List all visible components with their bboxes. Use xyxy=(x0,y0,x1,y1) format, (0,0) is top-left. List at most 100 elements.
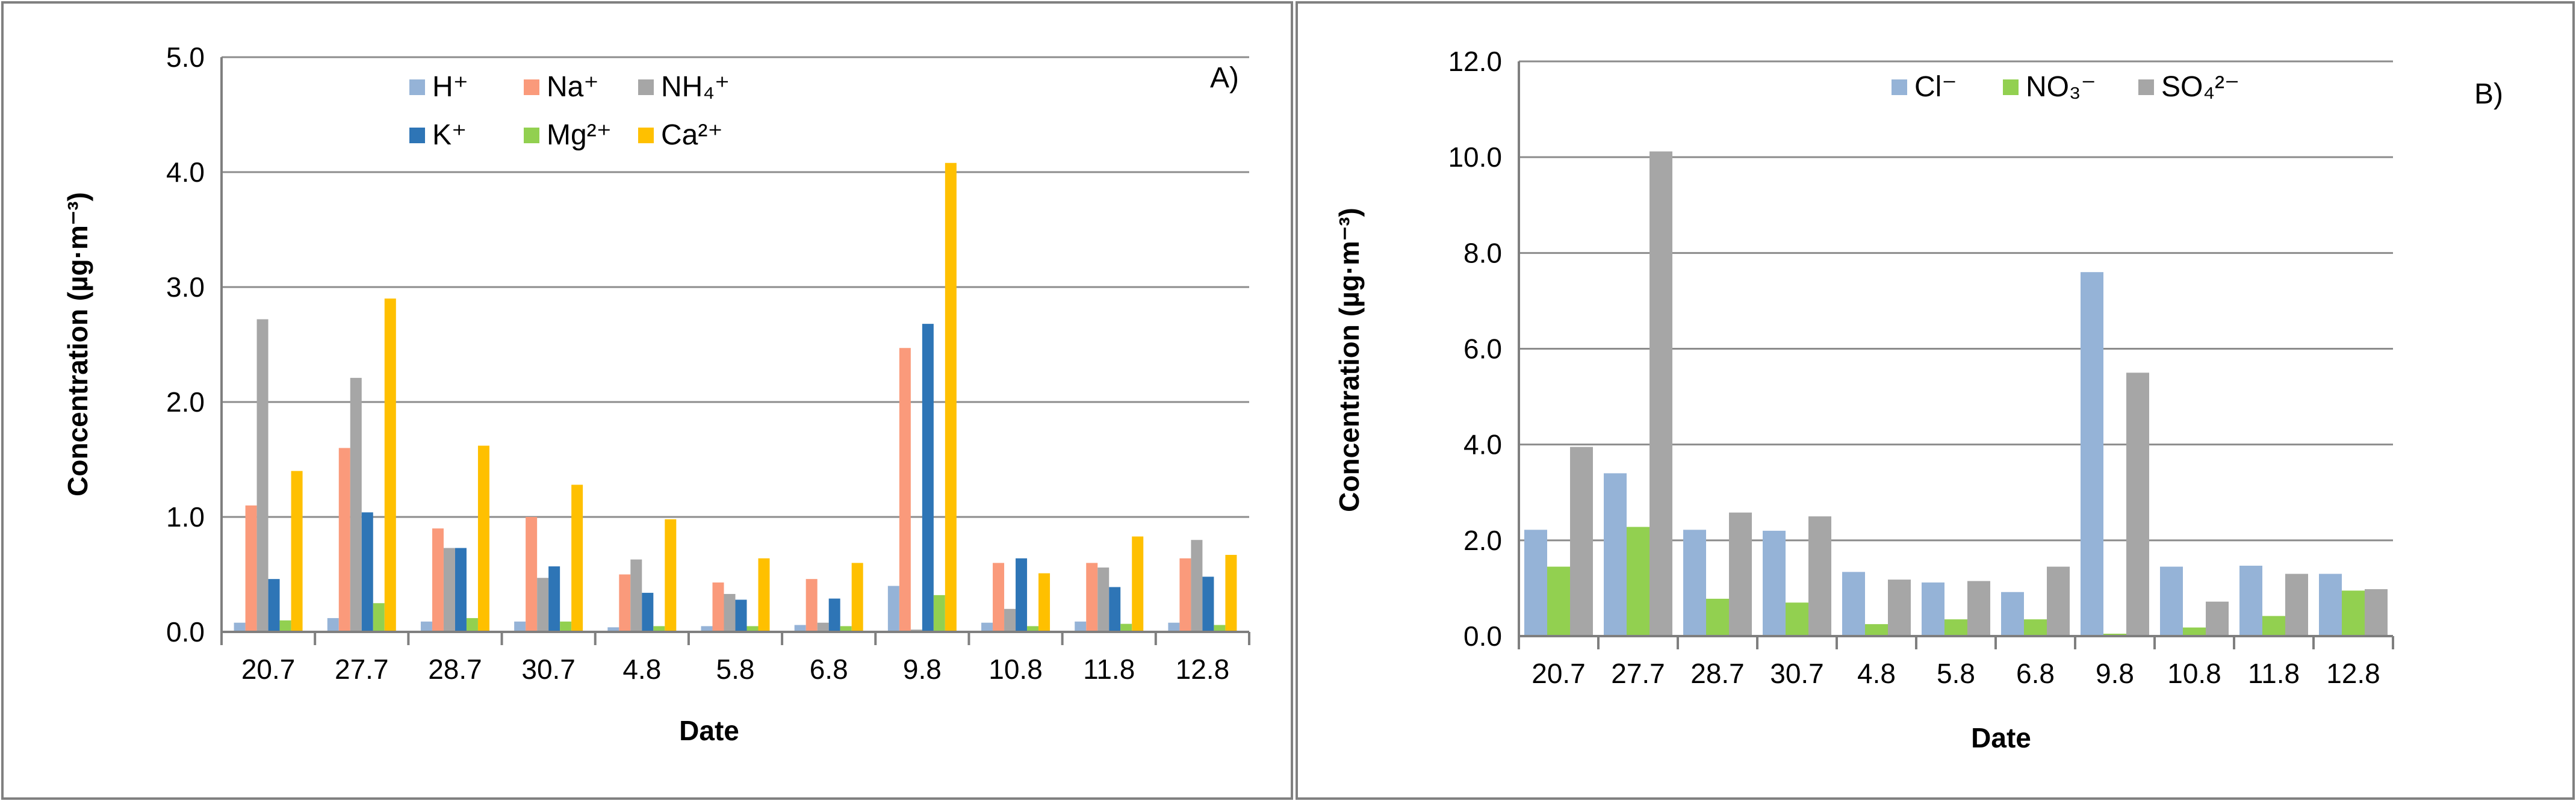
chart-b-y-ticks: 0.0 2.0 4.0 6.0 8.0 10.0 12.0 xyxy=(1448,46,1502,652)
y-tick-label: 12.0 xyxy=(1448,46,1502,77)
bar xyxy=(1922,582,1944,636)
chart-b-x-axis-title: Date xyxy=(1971,722,2031,753)
legend-label: K⁺ xyxy=(432,119,467,151)
bar xyxy=(607,627,619,632)
bar xyxy=(712,582,724,632)
y-tick-label: 0.0 xyxy=(166,616,205,648)
bar xyxy=(1808,516,1831,636)
bar xyxy=(548,566,560,632)
bar xyxy=(1214,625,1226,632)
panel-b-border xyxy=(1296,1,2575,800)
bar xyxy=(338,448,350,632)
legend-swatch xyxy=(524,128,539,143)
panel-a-border xyxy=(1,1,1293,800)
bar xyxy=(268,579,280,632)
bar xyxy=(1524,530,1547,636)
bar xyxy=(234,622,246,632)
bar xyxy=(642,593,654,632)
bar xyxy=(1086,563,1098,632)
bar xyxy=(526,517,538,632)
bar xyxy=(291,471,303,632)
bar xyxy=(1650,151,1672,636)
bar xyxy=(560,621,572,632)
x-tick-label: 12.8 xyxy=(2326,658,2380,689)
bar xyxy=(933,595,945,632)
bar xyxy=(887,586,899,632)
bar xyxy=(851,563,863,632)
x-tick-label: 6.8 xyxy=(2016,658,2055,689)
chart-b-svg: 0.0 2.0 4.0 6.0 8.0 10.0 12.0 20.7 27.7 28.7 30.7… xyxy=(1296,1,2575,800)
y-tick-label: 5.0 xyxy=(166,42,205,73)
bar xyxy=(2365,589,2388,636)
bar xyxy=(653,626,665,632)
legend-swatch xyxy=(524,79,539,95)
bar xyxy=(373,603,385,632)
bar xyxy=(256,319,268,632)
chart-b-axes xyxy=(1518,61,2394,649)
bar xyxy=(245,505,257,632)
chart-a-x-axis-title: Date xyxy=(679,715,739,746)
panel-b-label: B) xyxy=(2474,78,2503,110)
bar xyxy=(1097,568,1110,632)
chart-b-x-ticks: 20.7 27.7 28.7 30.7 4.8 5.8 6.8 9.8 10.8 11.8 12.8 xyxy=(1532,658,2380,689)
bar xyxy=(1202,577,1214,632)
legend-label: SO₄²⁻ xyxy=(2161,71,2239,103)
y-tick-label: 4.0 xyxy=(1463,429,1502,460)
chart-a-grid xyxy=(222,56,1249,518)
chart-a-axes xyxy=(220,57,1250,645)
bar xyxy=(1179,558,1191,632)
x-tick-label: 28.7 xyxy=(428,654,482,685)
x-tick-label: 9.8 xyxy=(903,654,942,685)
bar xyxy=(514,621,526,632)
bar xyxy=(630,559,642,632)
x-tick-label: 9.8 xyxy=(2096,658,2134,689)
y-tick-label: 0.0 xyxy=(1463,620,1502,652)
x-tick-label: 12.8 xyxy=(1176,654,1230,685)
y-tick-label: 10.0 xyxy=(1448,141,1502,173)
bar xyxy=(735,599,747,632)
bar xyxy=(1967,581,1990,636)
legend-swatch xyxy=(638,128,654,143)
legend-label: NH₄⁺ xyxy=(661,71,730,103)
bar xyxy=(537,578,549,632)
bar xyxy=(794,625,806,632)
chart-panel-a: 0.0 1.0 2.0 3.0 4.0 5.0 20.7 27.7 28.7 30.7 4.8 5.… xyxy=(1,1,1293,800)
chart-a-bars xyxy=(234,162,1237,632)
bar xyxy=(2081,272,2103,637)
bar xyxy=(840,626,852,632)
bar xyxy=(2342,590,2365,636)
bar xyxy=(619,574,631,632)
bar xyxy=(2285,574,2308,636)
bar xyxy=(2126,373,2149,636)
chart-a-y-ticks: 0.0 1.0 2.0 3.0 4.0 5.0 xyxy=(166,42,205,648)
bar xyxy=(279,620,291,632)
legend-label: Ca²⁺ xyxy=(661,119,723,151)
x-tick-label: 27.7 xyxy=(1611,658,1665,689)
bar xyxy=(2047,566,2070,636)
bar xyxy=(2262,616,2285,636)
bar xyxy=(2206,601,2229,636)
x-tick-label: 5.8 xyxy=(716,654,755,685)
bar xyxy=(432,528,444,632)
bar xyxy=(466,618,478,632)
bar xyxy=(1027,626,1039,632)
bar xyxy=(455,548,467,632)
chart-a-y-axis-title: Concentration (µg·m⁻³) xyxy=(62,192,93,496)
bar xyxy=(899,348,911,632)
legend-label: Cl⁻ xyxy=(1914,71,1957,103)
bar xyxy=(828,598,840,632)
bar xyxy=(384,298,396,632)
bar xyxy=(1865,624,1888,636)
chart-b-legend: Cl⁻ NO₃⁻ SO₄²⁻ xyxy=(1892,71,2239,103)
legend-label: Na⁺ xyxy=(547,71,599,103)
y-tick-label: 2.0 xyxy=(1463,525,1502,556)
bar xyxy=(1120,623,1132,632)
legend-swatch xyxy=(409,79,425,95)
bar xyxy=(1016,558,1028,632)
bar xyxy=(1729,512,1752,636)
bar xyxy=(1706,598,1729,636)
x-tick-label: 4.8 xyxy=(622,654,661,685)
bar xyxy=(2319,574,2342,636)
bar xyxy=(1109,587,1121,632)
x-tick-label: 11.8 xyxy=(2248,658,2300,689)
